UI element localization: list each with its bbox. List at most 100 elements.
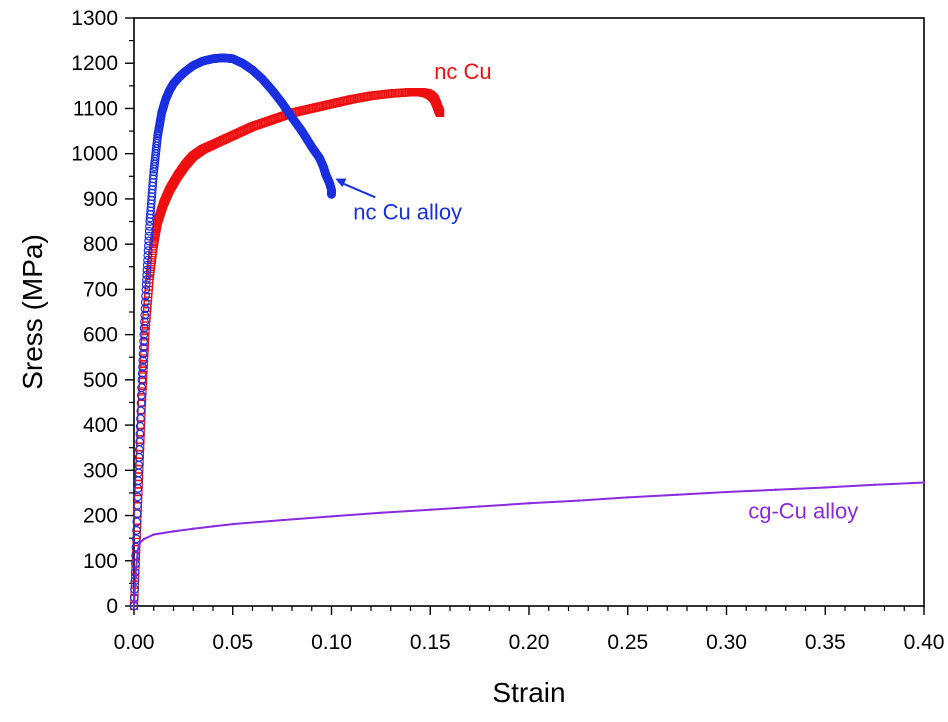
data-point [280, 518, 284, 522]
series-nc-cu [129, 88, 445, 611]
data-point [149, 170, 158, 180]
x-tick-label: 0.05 [212, 631, 253, 654]
data-point [137, 375, 147, 385]
annotation-label: nc Cu alloy [353, 199, 462, 224]
data-point [436, 108, 445, 118]
y-tick-label: 400 [83, 414, 118, 437]
data-point [143, 246, 153, 256]
data-point [138, 541, 142, 544]
data-point [132, 604, 136, 608]
data-point [626, 496, 629, 499]
data-point [132, 500, 142, 510]
data-point [143, 251, 153, 260]
data-point [143, 241, 153, 251]
data-point [132, 517, 142, 527]
data-point [139, 370, 148, 380]
series-layer [129, 53, 926, 611]
data-point [379, 511, 383, 515]
y-tick-label: 1200 [71, 52, 118, 75]
data-point [138, 356, 148, 365]
data-point [675, 493, 679, 496]
data-point [144, 231, 154, 241]
data-point [139, 323, 149, 333]
data-point [138, 381, 147, 391]
data-point [172, 530, 175, 533]
y-tick-label: 700 [83, 278, 118, 301]
y-tick-label: 1000 [71, 143, 118, 166]
data-point [138, 362, 147, 372]
annotation-arrowhead [335, 178, 347, 188]
annotation-arrow [338, 180, 376, 199]
data-point [141, 291, 150, 301]
data-point [873, 483, 876, 486]
data-point [137, 368, 147, 378]
data-point [527, 502, 531, 505]
data-point [136, 548, 140, 551]
x-tick-label: 0.25 [607, 631, 648, 654]
x-tick-label: 0.10 [311, 631, 352, 654]
data-point [138, 343, 148, 352]
y-tick-label: 0 [106, 595, 118, 618]
series-nc-cu-alloy [129, 53, 336, 611]
y-tick-label: 800 [83, 233, 118, 256]
data-point [141, 332, 150, 341]
data-point [152, 533, 155, 536]
data-point [140, 354, 149, 363]
data-point [131, 542, 141, 552]
data-point [327, 189, 336, 199]
data-point [211, 525, 215, 528]
data-point [142, 275, 151, 285]
data-point [922, 481, 926, 484]
data-point [142, 537, 146, 541]
y-tick-label: 100 [83, 550, 118, 573]
x-tick-label: 0.40 [904, 631, 945, 654]
x-tick-label: 0.35 [805, 631, 846, 654]
data-point [140, 304, 150, 314]
data-point [140, 310, 150, 320]
y-tick-label: 200 [83, 505, 118, 528]
y-tick-label: 1300 [71, 7, 118, 30]
annotation-label: nc Cu [434, 59, 491, 84]
y-tick-label: 300 [83, 459, 118, 482]
data-point [231, 522, 234, 526]
annotations-layer: nc Cu nc Cu alloy cg-Cu alloy [335, 59, 858, 524]
data-point [144, 236, 154, 246]
x-tick-label: 0.30 [706, 631, 747, 654]
data-point [138, 392, 147, 402]
data-point [141, 284, 151, 294]
data-point [143, 255, 152, 265]
y-tick-label: 600 [83, 324, 118, 347]
y-tick-label: 500 [83, 369, 118, 392]
series-cg-cu-alloy [132, 481, 926, 608]
data-point [139, 330, 149, 340]
data-point [132, 509, 142, 518]
annotation-label: cg-Cu alloy [748, 499, 858, 524]
data-point [131, 551, 141, 560]
data-point [145, 221, 154, 231]
data-point [133, 492, 143, 502]
data-point [142, 265, 152, 275]
x-axis-title: Strain [492, 677, 565, 708]
data-point [138, 349, 148, 359]
y-tick-label: 900 [83, 188, 118, 211]
data-point [824, 486, 827, 489]
data-point [774, 488, 778, 491]
data-point [134, 568, 138, 572]
x-tick-label: 0.00 [114, 631, 155, 654]
data-point [577, 499, 580, 502]
data-point [139, 336, 148, 346]
data-point [141, 280, 151, 289]
y-tick-label: 1100 [73, 97, 118, 120]
x-tick-label: 0.20 [509, 631, 550, 654]
data-point [478, 505, 481, 508]
data-point [138, 387, 147, 396]
data-point [144, 226, 154, 236]
data-point [131, 534, 141, 544]
y-axis-title: Sress (MPa) [17, 234, 48, 390]
data-point [140, 317, 149, 327]
axis-ticks: 0.00 0.05 0.10 0.15 0.20 0.25 0.30 0.35 0.40 0 100… [71, 7, 944, 654]
data-point [429, 508, 432, 511]
data-point [330, 515, 333, 518]
data-point [140, 297, 150, 307]
